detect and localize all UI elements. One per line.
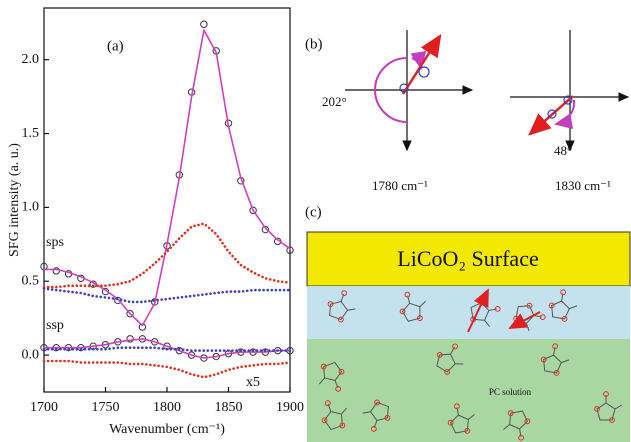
panel-label: (c) — [305, 204, 322, 220]
x-tick-label: 1750 — [92, 400, 120, 415]
plot-a: (a) SFG intensity (a. u.) Wavenumber (cm… — [7, 8, 304, 437]
surface-label: LiCoO₂ Surface — [397, 246, 538, 271]
plot-frame — [44, 8, 290, 392]
component-line — [44, 289, 290, 302]
atom — [419, 67, 429, 77]
x-tick-label: 1700 — [30, 400, 58, 415]
panel-label: (b) — [305, 36, 323, 52]
panel-b: (b) 202° 1780 cm⁻¹ 48° 1830 cm⁻¹ — [305, 30, 628, 193]
figure: (a) SFG intensity (a. u.) Wavenumber (cm… — [0, 0, 631, 442]
caption: 1830 cm⁻¹ — [555, 178, 611, 193]
y-tick-label: 1.5 — [22, 126, 40, 141]
panel-c: (c) LiCoO₂ Surface PC solution — [305, 204, 630, 442]
panel-label: (a) — [107, 38, 124, 54]
y-tick-label: 1.0 — [22, 200, 40, 215]
solution-layer — [307, 339, 630, 442]
annotation: sps — [46, 235, 64, 250]
x-tick-label: 1900 — [276, 400, 304, 415]
x-tick-label: 1850 — [215, 400, 243, 415]
x-tick-label: 1800 — [153, 400, 181, 415]
dipole-arrow — [530, 96, 573, 134]
y-tick-label: 0.5 — [22, 273, 40, 288]
dipole-arrow — [403, 36, 440, 94]
y-tick-label: 2.0 — [22, 52, 40, 67]
caption: 1780 cm⁻¹ — [372, 178, 428, 193]
angle-label: 202° — [322, 94, 347, 109]
solution-label: PC solution — [489, 387, 532, 397]
annotation: ssp — [46, 318, 64, 333]
angle-label: 48° — [554, 143, 572, 158]
data-point — [201, 21, 207, 27]
y-axis-label: SFG intensity (a. u.) — [7, 143, 22, 257]
y-tick-label: 0.0 — [22, 347, 40, 362]
annotation: x5 — [246, 375, 260, 390]
x-axis-label: Wavenumber (cm⁻¹) — [109, 422, 225, 437]
